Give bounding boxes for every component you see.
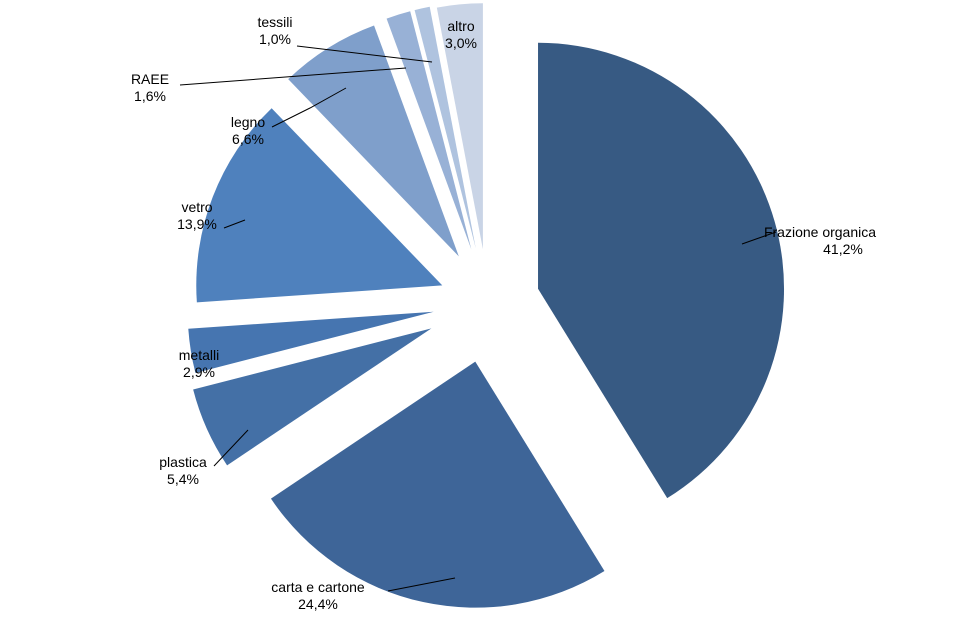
leader-line-legno: [271, 87, 347, 128]
slice-label-value: 41,2%: [823, 241, 863, 257]
slice-plastica: [193, 328, 432, 466]
slice-label-value: 5,4%: [167, 471, 199, 487]
pie-slices: [188, 3, 785, 608]
slice-label-value: 2,9%: [183, 364, 215, 380]
slice-label-name: vetro: [181, 199, 212, 215]
slice-label-name: Frazione organica: [764, 224, 876, 240]
leader-line-vetro: [223, 219, 246, 229]
leader-lines: [179, 45, 777, 592]
slice-label-name: altro: [447, 18, 474, 34]
slice-carta-e-cartone: [270, 361, 605, 608]
slice-legno: [288, 25, 459, 257]
leader-line-carta-e-cartone: [387, 577, 456, 592]
slice-label-name: plastica: [159, 454, 207, 470]
slice-frazione-organica: [538, 42, 785, 499]
slice-label-name: metalli: [179, 347, 219, 363]
slice-label-value: 3,0%: [445, 35, 477, 51]
leader-line-raee: [179, 67, 407, 86]
leader-line-frazione-organica: [741, 231, 777, 245]
slice-label-value: 6,6%: [232, 131, 264, 147]
slice-vetro: [196, 108, 443, 303]
leader-line-tessili: [296, 45, 433, 63]
slice-altro: [436, 3, 483, 250]
slice-label-name: carta e cartone: [271, 579, 365, 595]
slice-label-name: tessili: [257, 14, 292, 30]
slice-label-name: RAEE: [131, 71, 169, 87]
slice-label-name: legno: [231, 114, 265, 130]
slice-label-value: 13,9%: [177, 216, 217, 232]
leader-line-plastica: [213, 429, 249, 467]
slice-label-value: 1,6%: [134, 88, 166, 104]
slice-label-value: 1,0%: [259, 31, 291, 47]
slice-label-value: 24,4%: [298, 596, 338, 612]
slice-tessili: [414, 6, 476, 249]
slice-metalli: [188, 311, 434, 373]
slice-raee: [386, 11, 472, 250]
